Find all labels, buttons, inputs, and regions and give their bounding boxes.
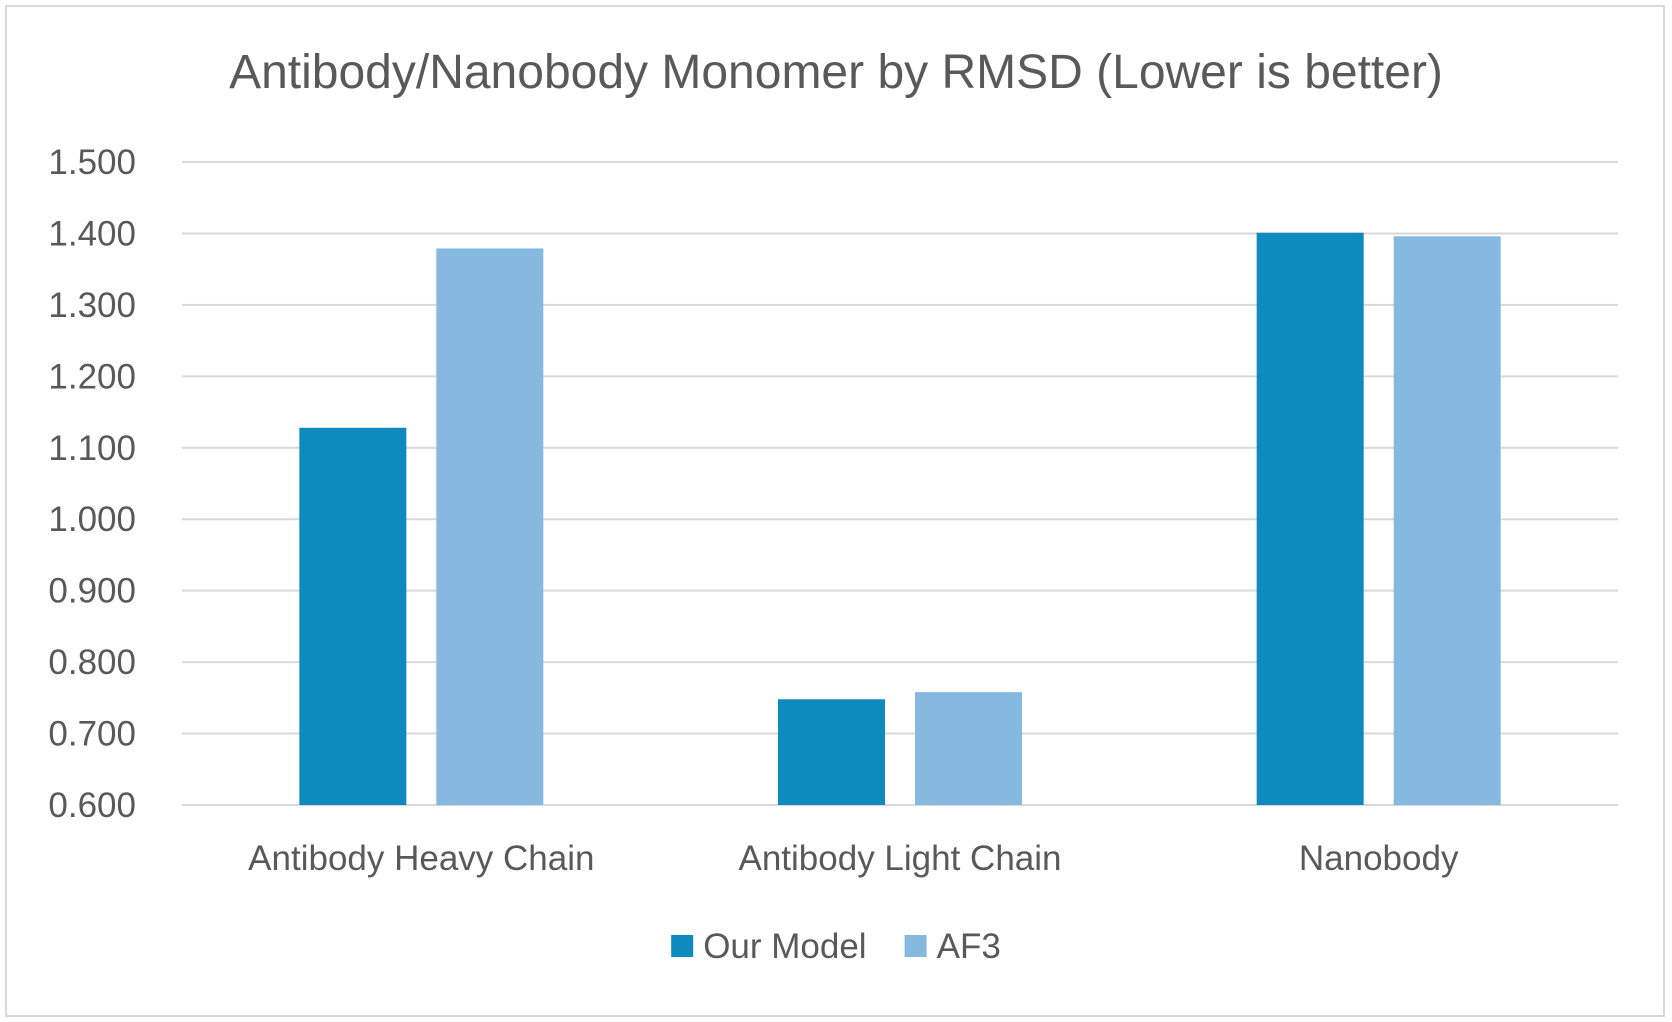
y-tick-label: 1.200 xyxy=(48,357,136,396)
legend-item-our-model: Our Model xyxy=(671,927,867,966)
chart-frame xyxy=(5,5,1665,1017)
y-tick-label: 1.400 xyxy=(48,214,136,253)
legend: Our Model AF3 xyxy=(671,927,1001,966)
bar-af3 xyxy=(915,692,1022,805)
x-category-label: Nanobody xyxy=(1299,839,1459,878)
x-category-label: Antibody Light Chain xyxy=(739,839,1062,878)
x-category-label: Antibody Heavy Chain xyxy=(248,839,594,878)
y-tick-label: 1.000 xyxy=(48,500,136,539)
legend-label: AF3 xyxy=(937,927,1001,966)
legend-swatch xyxy=(671,935,694,957)
chart-title: Antibody/Nanobody Monomer by RMSD (Lower… xyxy=(229,46,1443,99)
bar-af3 xyxy=(1393,236,1501,805)
bar-our-model xyxy=(1256,232,1364,806)
y-tick-label: 1.100 xyxy=(48,429,136,468)
gridlines xyxy=(182,161,1618,806)
bar-af3 xyxy=(436,248,544,806)
y-tick-label: 1.500 xyxy=(48,143,136,182)
bars xyxy=(299,232,1501,806)
legend-swatch xyxy=(904,935,927,957)
y-tick-label: 0.700 xyxy=(48,715,136,754)
y-tick-label: 0.900 xyxy=(48,572,136,611)
bar-our-model xyxy=(299,427,407,805)
y-axis-tick-labels: 0.600 0.700 0.800 0.900 1.000 1.100 1.200 1.300… xyxy=(48,143,136,825)
x-axis-category-labels: Antibody Heavy Chain Antibody Light Chain… xyxy=(248,839,1459,878)
y-tick-label: 0.600 xyxy=(48,786,136,825)
y-tick-label: 1.300 xyxy=(48,286,136,325)
legend-label: Our Model xyxy=(703,927,866,966)
bar-our-model xyxy=(778,699,885,805)
legend-item-af3: AF3 xyxy=(904,927,1001,966)
y-tick-label: 0.800 xyxy=(48,643,136,682)
